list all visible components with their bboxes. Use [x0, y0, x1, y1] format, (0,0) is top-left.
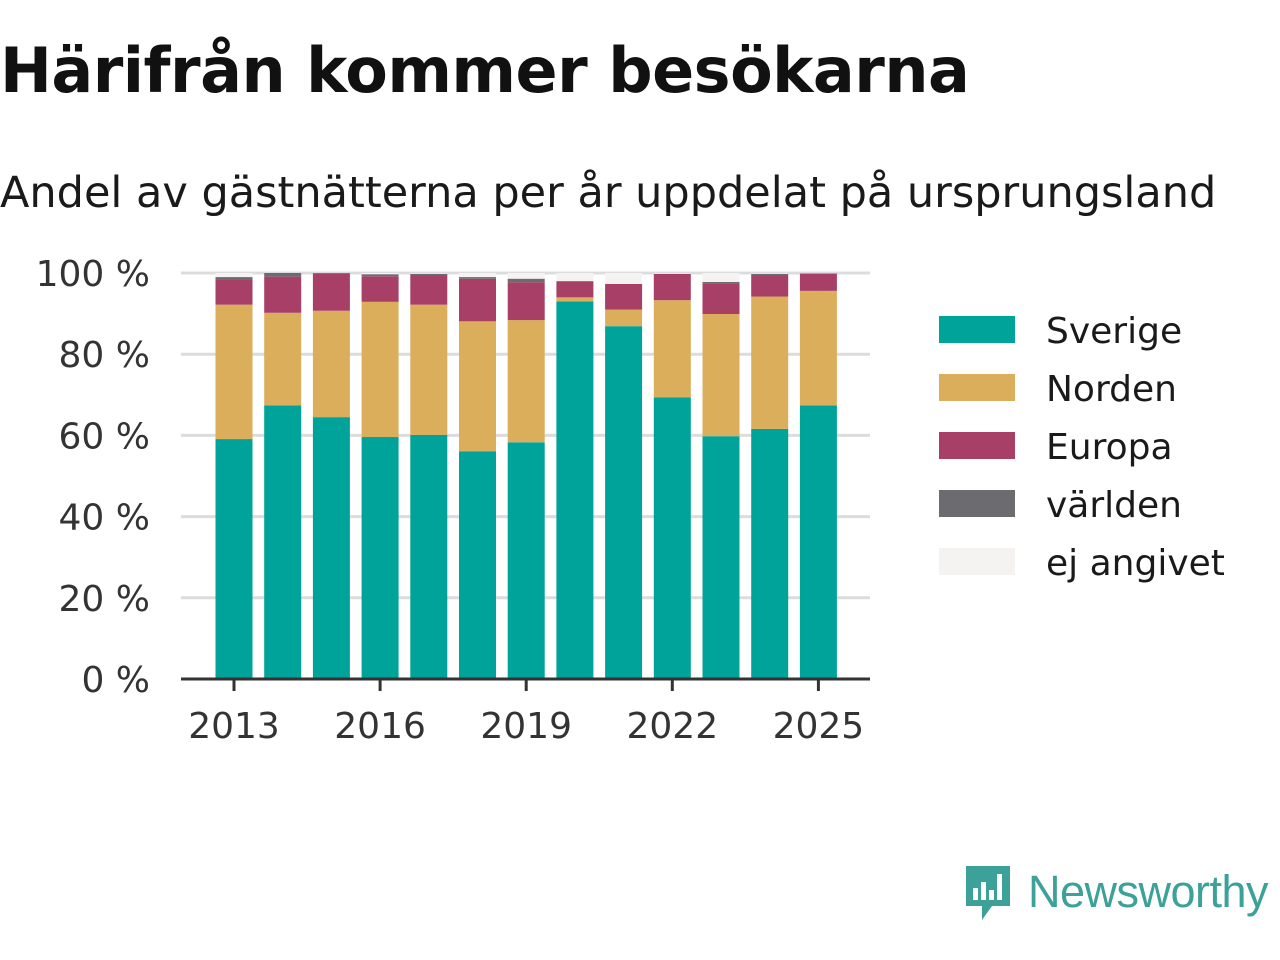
- bar-segment-norden-2021: [605, 309, 643, 327]
- bar-segment-europa-2022: [653, 273, 691, 301]
- bar-segment-sverige-2013: [215, 439, 253, 679]
- bar-segment-världen-2024: [751, 273, 789, 276]
- legend-swatch: [939, 316, 1015, 343]
- y-tick-label: 40 %: [59, 498, 150, 539]
- bar-segment-norden-2016: [361, 301, 399, 438]
- legend: Sverige Norden Europa världen ej angivet: [939, 311, 1225, 584]
- bar-segment-europa-2025: [799, 273, 837, 291]
- bar-segment-världen-2016: [361, 274, 399, 277]
- x-tick-label: 2022: [626, 706, 718, 747]
- legend-swatch: [939, 490, 1015, 517]
- brand-name: Newsworthy: [1028, 866, 1269, 917]
- x-tick-label: 2025: [773, 706, 865, 747]
- bar-segment-ej-angivet-2016: [361, 273, 399, 275]
- bar-segment-sverige-2017: [410, 434, 448, 679]
- bar-segment-europa-2014: [264, 276, 302, 313]
- bar-segment-världen-2015: [312, 273, 350, 274]
- y-tick-label: 0 %: [81, 660, 150, 701]
- legend-swatch: [939, 374, 1015, 401]
- y-tick-label: 60 %: [59, 416, 150, 457]
- x-tick-label: 2016: [334, 706, 426, 747]
- bar-segment-ej-angivet-2013: [215, 273, 253, 278]
- bar-segment-sverige-2024: [751, 428, 789, 679]
- bar-segment-europa-2017: [410, 275, 448, 305]
- bar-segment-sverige-2022: [653, 397, 691, 679]
- axes: 0 % 20 % 40 % 60 % 80 % 100 % 2013 2016 2019 2022…: [36, 254, 870, 747]
- bar-segment-norden-2022: [653, 300, 691, 398]
- bar-segment-världen-2014: [264, 273, 302, 277]
- bar-segment-europa-2024: [751, 275, 789, 297]
- legend-swatch: [939, 548, 1015, 575]
- bar-segment-norden-2013: [215, 304, 253, 440]
- bar-segment-europa-2013: [215, 279, 253, 305]
- bar-segment-världen-2023: [702, 281, 740, 284]
- bar-segment-sverige-2025: [799, 405, 837, 679]
- bar-segment-sverige-2020: [556, 301, 594, 679]
- bar-segment-norden-2024: [751, 296, 789, 429]
- bar-segment-norden-2020: [556, 297, 594, 302]
- bar-segment-världen-2017: [410, 273, 448, 276]
- bar-segment-världen-2019: [507, 278, 545, 283]
- bar-segment-ej-angivet-2024: [751, 273, 789, 274]
- bar-segment-europa-2020: [556, 281, 594, 298]
- legend-label: världen: [1046, 485, 1182, 526]
- bar-segment-norden-2017: [410, 304, 448, 435]
- bar-segment-ej-angivet-2018: [459, 273, 496, 278]
- bar-segment-ej-angivet-2019: [507, 273, 545, 279]
- bar-segment-sverige-2015: [312, 417, 350, 679]
- bar-segment-norden-2018: [459, 321, 496, 452]
- bar-segment-europa-2018: [459, 278, 496, 322]
- bar-segment-världen-2018: [459, 277, 496, 279]
- newsworthy-icon: [966, 866, 1010, 920]
- bar-segment-europa-2019: [507, 282, 545, 321]
- x-tick-label: 2013: [188, 706, 280, 747]
- bar-segment-europa-2021: [605, 283, 643, 310]
- legend-label: Norden: [1046, 369, 1177, 410]
- legend-label: Europa: [1046, 427, 1173, 468]
- bar-segment-sverige-2019: [507, 442, 545, 679]
- bar-segment-norden-2023: [702, 314, 740, 437]
- bar-segment-norden-2015: [312, 310, 350, 418]
- x-tick-label: 2019: [480, 706, 572, 747]
- bar-segment-europa-2015: [312, 273, 350, 311]
- bar-segment-världen-2013: [215, 277, 253, 280]
- newsworthy-logo: Newsworthy: [962, 862, 1269, 922]
- bar-segment-sverige-2018: [459, 451, 496, 679]
- bar-segment-europa-2016: [361, 276, 399, 302]
- legend-label: ej angivet: [1046, 543, 1225, 584]
- y-tick-label: 20 %: [59, 579, 150, 620]
- bars: [215, 273, 837, 679]
- bar-segment-sverige-2016: [361, 437, 399, 679]
- legend-swatch: [939, 432, 1015, 459]
- bar-segment-ej-angivet-2022: [653, 273, 691, 274]
- bar-segment-norden-2014: [264, 312, 302, 406]
- y-tick-label: 100 %: [36, 254, 150, 295]
- bar-segment-sverige-2014: [264, 405, 302, 679]
- bar-segment-sverige-2021: [605, 326, 643, 679]
- bar-segment-ej-angivet-2017: [410, 273, 448, 274]
- bar-segment-ej-angivet-2020: [556, 273, 594, 282]
- bar-segment-ej-angivet-2021: [605, 273, 643, 284]
- chart-title: Härifrån kommer besökarna: [0, 34, 970, 107]
- chart-subtitle: Andel av gästnätterna per år uppdelat på…: [0, 168, 1217, 218]
- y-tick-label: 80 %: [59, 335, 150, 376]
- bar-segment-europa-2023: [702, 283, 740, 315]
- bar-segment-norden-2019: [507, 320, 545, 443]
- legend-label: Sverige: [1046, 311, 1182, 352]
- bar-segment-norden-2025: [799, 290, 837, 406]
- bar-segment-ej-angivet-2023: [702, 273, 740, 282]
- bar-segment-sverige-2023: [702, 436, 740, 679]
